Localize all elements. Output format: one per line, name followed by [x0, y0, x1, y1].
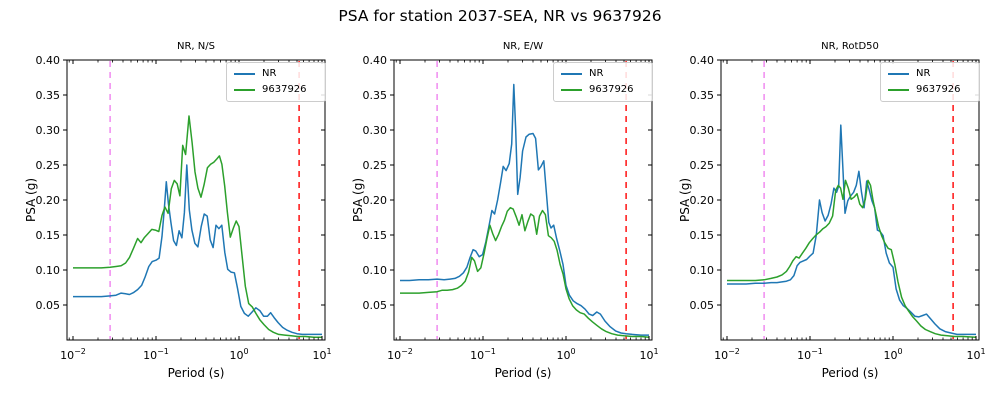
- series-comparison-line: [400, 206, 650, 338]
- x-axis-label: Period (s): [821, 366, 879, 380]
- legend-label: NR: [916, 68, 931, 79]
- y-tick-label: 0.25: [36, 159, 61, 172]
- y-tick-label: 0.15: [363, 229, 388, 242]
- x-axis-label: Period (s): [167, 366, 225, 380]
- y-axis-label: PSA (g): [24, 177, 38, 223]
- x-tick-label: 100: [883, 347, 902, 362]
- x-tick-label: 101: [966, 347, 985, 362]
- y-tick-label: 0.40: [36, 54, 61, 67]
- series-nr-line: [400, 83, 649, 336]
- legend: NR 9637926: [226, 62, 326, 102]
- figure-title: PSA for station 2037-SEA, NR vs 9637926: [338, 7, 662, 25]
- axes-frame: [393, 59, 653, 341]
- y-tick-label: 0.20: [363, 194, 388, 207]
- x-tick-label: 10−2: [387, 347, 413, 362]
- y-tick-label: 0.25: [690, 159, 715, 172]
- y-tick-label: 0.25: [363, 159, 388, 172]
- legend-line-comparison-icon: [234, 88, 255, 91]
- legend-line-nr-icon: [561, 72, 582, 75]
- legend-label: 9637926: [916, 84, 961, 95]
- subplot-title: NR, N/S: [177, 41, 215, 52]
- legend-item-comparison: 9637926: [234, 84, 318, 95]
- y-tick-label: 0.10: [36, 264, 61, 277]
- y-tick-label: 0.40: [363, 54, 388, 67]
- y-tick-label: 0.40: [690, 54, 715, 67]
- x-tick-label: 10−2: [60, 347, 86, 362]
- y-tick-label: 0.05: [36, 299, 61, 312]
- x-tick-label: 101: [312, 347, 331, 362]
- legend-line-comparison-icon: [561, 88, 582, 91]
- x-tick-label: 100: [229, 347, 248, 362]
- legend-item-nr: NR: [888, 68, 972, 79]
- series-nr-line: [727, 124, 976, 336]
- series-comparison-line: [727, 179, 977, 338]
- y-tick-label: 0.30: [363, 124, 388, 137]
- y-tick-label: 0.15: [36, 229, 61, 242]
- legend-line-comparison-icon: [888, 88, 909, 91]
- legend: NR 9637926: [880, 62, 980, 102]
- y-tick-label: 0.35: [36, 89, 61, 102]
- subplot-title: NR, E/W: [502, 41, 544, 52]
- legend-label: NR: [262, 68, 277, 79]
- x-tick-label: 101: [639, 347, 658, 362]
- y-tick-label: 0.20: [36, 194, 61, 207]
- x-axis-label: Period (s): [494, 366, 552, 380]
- x-tick-label: 10−1: [143, 347, 169, 362]
- legend-label: 9637926: [262, 84, 307, 95]
- y-axis-label: PSA (g): [678, 177, 692, 223]
- legend-label: NR: [589, 68, 604, 79]
- y-tick-label: 0.30: [36, 124, 61, 137]
- y-tick-label: 0.30: [690, 124, 715, 137]
- x-tick-label: 10−1: [470, 347, 496, 362]
- y-tick-label: 0.10: [363, 264, 388, 277]
- axes-frame: [720, 59, 980, 341]
- legend-item-nr: NR: [561, 68, 645, 79]
- y-tick-label: 0.05: [363, 299, 388, 312]
- y-axis-label: PSA (g): [351, 177, 365, 223]
- legend-line-nr-icon: [888, 72, 909, 75]
- subplot-title: NR, RotD50: [821, 41, 879, 52]
- axes-frame: [66, 59, 326, 341]
- y-tick-label: 0.35: [363, 89, 388, 102]
- y-tick-label: 0.20: [690, 194, 715, 207]
- y-tick-label: 0.10: [690, 264, 715, 277]
- x-tick-label: 10−1: [797, 347, 823, 362]
- x-tick-label: 100: [556, 347, 575, 362]
- series-comparison-line: [73, 115, 322, 338]
- y-tick-label: 0.15: [690, 229, 715, 242]
- legend-item-nr: NR: [234, 68, 318, 79]
- legend-item-comparison: 9637926: [561, 84, 645, 95]
- legend-line-nr-icon: [234, 72, 255, 75]
- y-tick-label: 0.35: [690, 89, 715, 102]
- series-nr-line: [73, 164, 322, 336]
- legend-item-comparison: 9637926: [888, 84, 972, 95]
- x-tick-label: 10−2: [714, 347, 740, 362]
- legend-label: 9637926: [589, 84, 634, 95]
- legend: NR 9637926: [553, 62, 653, 102]
- y-tick-label: 0.05: [690, 299, 715, 312]
